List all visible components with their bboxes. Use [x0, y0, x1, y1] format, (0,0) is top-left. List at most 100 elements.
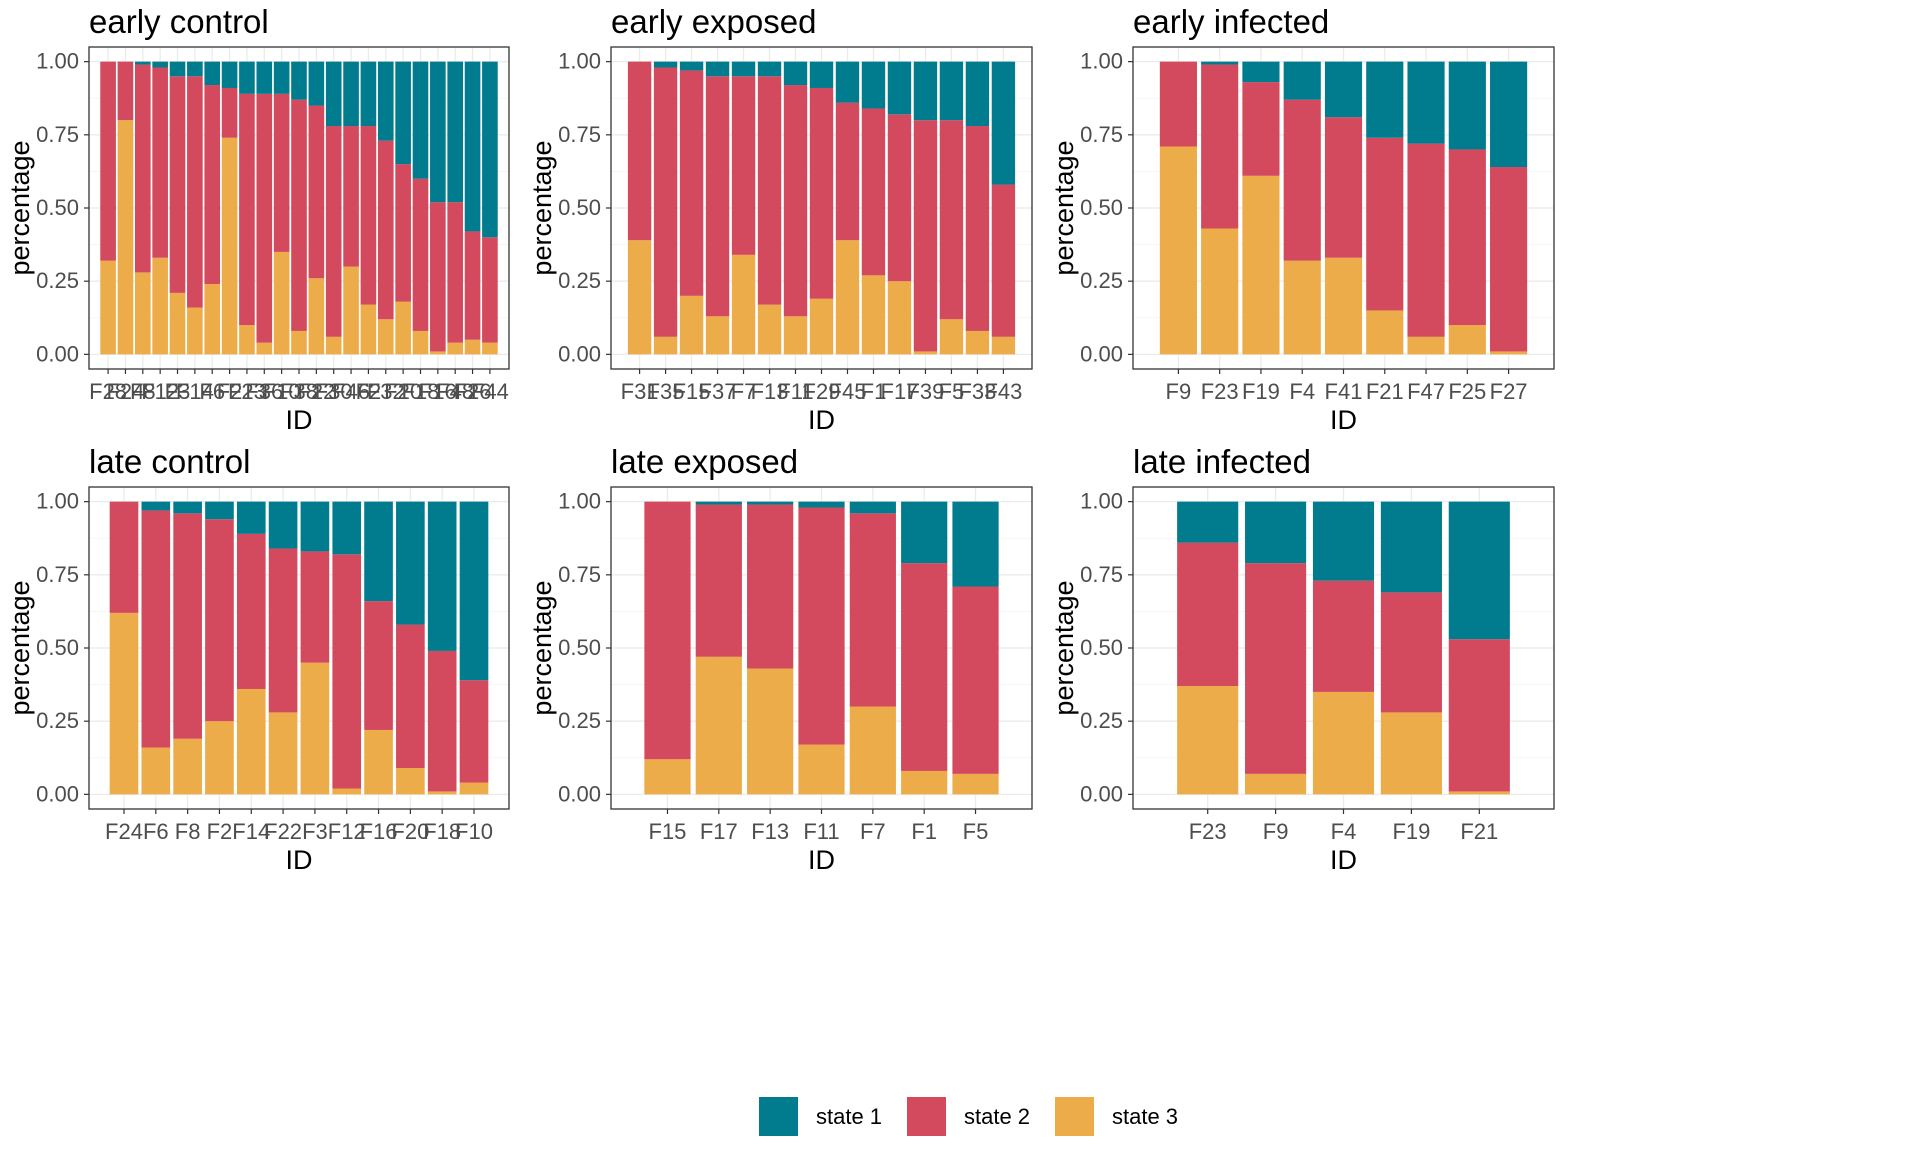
- bar-segment-state-2: [731, 76, 756, 255]
- bar-segment-state-2: [134, 64, 151, 273]
- bar-segment-state-1: [141, 501, 171, 511]
- bar-segment-state-2: [653, 67, 678, 337]
- bar-segment-state-3: [187, 307, 203, 355]
- bar-segment-state-3: [809, 298, 834, 355]
- x-tick-label: F24: [105, 819, 143, 844]
- x-tick-label: F2: [207, 819, 233, 844]
- bar-segment-state-3: [731, 254, 756, 355]
- bar-segment-state-3: [627, 240, 652, 355]
- bar-segment-state-1: [1177, 501, 1239, 543]
- bar-segment-state-2: [205, 519, 234, 722]
- bar-segment-state-2: [1380, 592, 1442, 713]
- panel-title: late infected: [1133, 443, 1311, 480]
- bar-segment-state-3: [256, 342, 273, 355]
- x-tick-label: F12: [141, 379, 179, 404]
- bar-segment-state-2: [1448, 149, 1486, 326]
- bar-segment-state-1: [221, 61, 238, 88]
- bar-segment-state-2: [332, 554, 362, 789]
- x-tick-label: F4: [1331, 819, 1357, 844]
- bar-segment-state-2: [1245, 563, 1307, 774]
- bar-segment-state-3: [1312, 691, 1375, 795]
- bar-segment-state-3: [901, 770, 948, 795]
- legend-swatch: [1055, 1097, 1094, 1136]
- bar-segment-state-1: [1242, 61, 1280, 83]
- y-tick-label: 0.75: [558, 122, 601, 147]
- bar-segment-state-1: [952, 501, 999, 587]
- bar-segment-state-2: [861, 108, 886, 276]
- bar-segment-state-1: [965, 61, 990, 127]
- bar-segment-state-2: [239, 93, 255, 326]
- bar-segment-state-3: [644, 759, 691, 795]
- bar-segment-state-2: [268, 548, 298, 713]
- x-tick-label: F23: [1201, 379, 1239, 404]
- legend-item-state-1: state 1: [759, 1097, 882, 1136]
- x-tick-label: F24: [106, 379, 144, 404]
- bar-segment-state-1: [653, 61, 678, 68]
- bar-segment-state-1: [268, 501, 298, 549]
- bar-segment-state-3: [952, 773, 999, 795]
- y-axis-title: percentage: [527, 580, 557, 715]
- x-tick-label: F25: [1448, 379, 1486, 404]
- x-tick-label: F31: [621, 379, 659, 404]
- bar-segment-state-1: [861, 61, 886, 109]
- x-tick-label: F18: [402, 379, 440, 404]
- y-tick-label: 0.00: [1080, 341, 1123, 366]
- bar-segment-state-1: [187, 61, 203, 77]
- y-axis: 0.00 0.25 0.50 0.75 1.00: [558, 489, 611, 806]
- bar-segment-state-3: [152, 257, 168, 355]
- bar-segment-state-2: [1201, 64, 1239, 229]
- bar-segment-state-3: [464, 339, 481, 355]
- x-axis: F23 F9 F4 F19 F21: [1189, 809, 1498, 844]
- bar-segment-state-3: [395, 301, 411, 355]
- y-tick-label: 0.25: [1080, 708, 1123, 733]
- bar-segment-state-2: [1366, 137, 1404, 311]
- bar-segment-state-2: [427, 650, 457, 792]
- y-tick-label: 0.25: [558, 268, 601, 293]
- panel-late-infected: late infected 0.00 0.25 0.50 0.75 1.00 F23 F9 F4…: [1049, 443, 1555, 875]
- y-tick-label: 1.00: [558, 489, 601, 514]
- x-tick-label: F1: [911, 819, 937, 844]
- x-tick-label: F18: [423, 819, 461, 844]
- bar-segment-state-3: [835, 240, 860, 355]
- y-tick-label: 0.50: [558, 195, 601, 220]
- bar-segment-state-3: [273, 251, 290, 355]
- legend: state 1 state 2 state 3: [759, 1097, 1178, 1136]
- bar-segment-state-3: [991, 336, 1016, 355]
- bar-segment-state-1: [343, 61, 359, 127]
- x-tick-label: F3: [165, 379, 191, 404]
- bar-segment-state-3: [653, 336, 678, 355]
- x-tick-label: F2: [217, 379, 243, 404]
- y-tick-label: 1.00: [36, 49, 79, 74]
- bar-segment-state-1: [1490, 61, 1528, 168]
- bar-segment-state-1: [300, 501, 330, 552]
- legend-item-state-3: state 3: [1055, 1097, 1178, 1136]
- bar-segment-state-1: [360, 61, 377, 127]
- x-axis: F31F35F15F37F7F13F11F29F45F1F17F39F5F33F…: [621, 369, 1022, 404]
- legend-item-state-2: state 2: [907, 1097, 1030, 1136]
- bar-segment-state-2: [109, 501, 139, 613]
- bar-segment-state-2: [1490, 167, 1528, 352]
- y-axis-title: percentage: [527, 140, 557, 275]
- bar-segment-state-3: [430, 351, 446, 355]
- bar-segment-state-2: [952, 586, 999, 774]
- bar-segment-state-3: [343, 266, 359, 355]
- bar-segment-state-1: [364, 501, 393, 602]
- x-tick-label: F26: [454, 379, 492, 404]
- bar-segment-state-1: [1380, 501, 1442, 593]
- bar-segment-state-1: [1283, 61, 1321, 100]
- bars: [1159, 61, 1528, 355]
- x-tick-label: F43: [984, 379, 1022, 404]
- bar-segment-state-2: [1159, 61, 1197, 147]
- y-tick-label: 0.50: [1080, 635, 1123, 660]
- x-tick-label: F27: [1490, 379, 1528, 404]
- bar-segment-state-2: [173, 513, 202, 739]
- y-tick-label: 0.75: [36, 562, 79, 587]
- bar-segment-state-2: [396, 624, 425, 769]
- bar-segment-state-3: [396, 768, 425, 795]
- panels: early control0.000.250.500.751.00F28F24F…: [5, 3, 1555, 875]
- x-tick-label: F33: [958, 379, 996, 404]
- x-tick-label: F5: [939, 379, 965, 404]
